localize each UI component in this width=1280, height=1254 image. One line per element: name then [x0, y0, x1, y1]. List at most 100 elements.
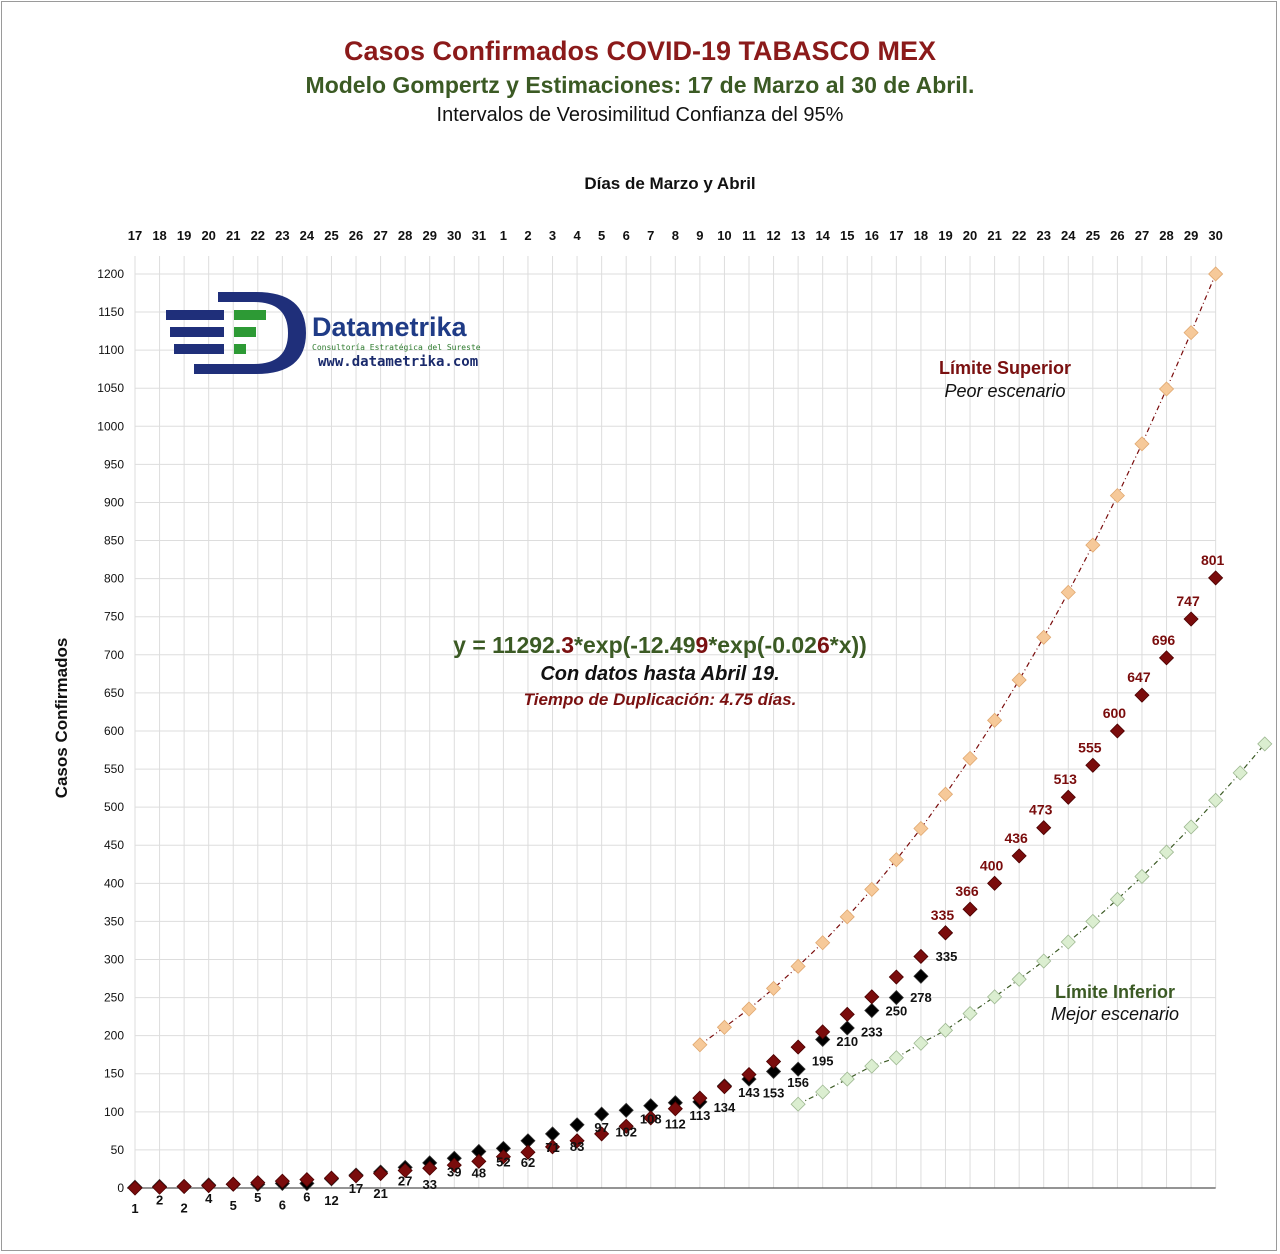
x-tick-label: 14	[815, 228, 830, 243]
x-tick-label: 4	[573, 228, 581, 243]
observed-point	[839, 1020, 855, 1036]
eq-part: *exp(-12.49	[574, 632, 696, 658]
x-tick-label: 16	[865, 228, 879, 243]
observed-data-label: 6	[279, 1197, 286, 1212]
lower-limit-point	[1208, 792, 1224, 808]
x-tick-label: 23	[275, 228, 289, 243]
upper-limit-point	[1109, 488, 1125, 504]
x-tick-label: 18	[914, 228, 928, 243]
observed-data-label: 62	[521, 1155, 535, 1170]
logo-d-icon	[166, 292, 306, 374]
model-point	[618, 1118, 634, 1134]
lower-limit-point	[815, 1084, 831, 1100]
observed-data-label: 335	[936, 949, 958, 964]
observed-data-label: 153	[763, 1085, 785, 1100]
upper-limit-title: Límite Superior	[938, 358, 1072, 378]
model-point	[323, 1170, 340, 1186]
model-equation: y = 11292.3*exp(-12.499*exp(-0.026*x))	[380, 632, 940, 659]
y-tick-label: 600	[104, 724, 124, 738]
model-data-label: 436	[1004, 830, 1028, 846]
model-point	[1036, 820, 1052, 836]
model-point	[1085, 757, 1101, 773]
model-point	[962, 901, 978, 917]
lower-limit-point	[987, 989, 1003, 1005]
model-point	[888, 969, 904, 985]
observed-data-label: 52	[496, 1154, 510, 1169]
y-tick-label: 550	[104, 762, 124, 776]
doubling-time-note: Tiempo de Duplicación: 4.75 días.	[523, 690, 797, 709]
observed-data-label: 27	[398, 1173, 412, 1188]
model-data-label: 400	[980, 857, 1004, 873]
y-tick-label: 450	[104, 838, 124, 852]
model-point	[1183, 611, 1199, 627]
observed-data-label: 97	[594, 1120, 608, 1135]
lower-limit-point	[888, 1050, 904, 1066]
x-tick-label: 19	[177, 228, 191, 243]
x-tick-label: 17	[889, 228, 903, 243]
y-tick-label: 300	[104, 952, 124, 966]
upper-limit-point	[1060, 584, 1076, 600]
lower-limit-point	[962, 1006, 978, 1022]
lower-limit-point	[1085, 913, 1101, 929]
chart-subtitle: Modelo Gompertz y Estimaciones: 17 de Ma…	[305, 72, 975, 98]
model-data-label: 696	[1152, 632, 1176, 648]
model-point	[201, 1178, 217, 1194]
model-point	[373, 1165, 389, 1182]
model-point	[471, 1153, 487, 1169]
model-point	[127, 1180, 143, 1196]
observed-data-label: 113	[689, 1108, 710, 1123]
datametrika-logo: Datametrika Consultoría Estratégica del …	[160, 286, 490, 382]
eq-part: *exp(-0.02	[708, 632, 817, 658]
observed-point	[913, 968, 929, 984]
x-tick-label: 20	[963, 228, 977, 243]
observed-point	[790, 1061, 806, 1077]
upper-limit-point	[765, 980, 782, 997]
x-tick-label: 28	[1159, 228, 1173, 243]
model-point	[765, 1053, 782, 1070]
lower-limit-point	[790, 1096, 806, 1112]
x-tick-label: 8	[672, 228, 679, 243]
x-tick-label: 23	[1036, 228, 1050, 243]
upper-limit-point	[1208, 266, 1224, 282]
y-tick-label: 800	[104, 572, 124, 586]
model-data-label: 555	[1078, 739, 1102, 755]
lower-limit-point	[937, 1022, 954, 1038]
y-tick-label: 1100	[98, 343, 124, 357]
y-tick-label: 1050	[97, 381, 124, 395]
y-tick-label: 400	[104, 876, 124, 890]
model-data-label: 335	[931, 907, 955, 923]
model-point	[151, 1179, 168, 1195]
observed-data-label: 102	[615, 1124, 637, 1139]
upper-limit-point	[1085, 537, 1101, 553]
observed-point	[888, 990, 904, 1006]
x-tick-label: 29	[422, 228, 436, 243]
model-point	[1109, 723, 1125, 739]
model-point	[348, 1168, 364, 1184]
observed-data-label: 5	[230, 1198, 237, 1213]
logo-url: www.datametrika.com	[318, 354, 479, 370]
y-tick-label: 950	[104, 457, 124, 471]
y-tick-label: 700	[104, 648, 124, 662]
chart-note: Intervalos de Verosimilitud Confianza de…	[436, 104, 844, 126]
eq-part: y = 11292.	[453, 632, 562, 658]
model-point	[790, 1039, 806, 1055]
x-tick-label: 13	[791, 228, 805, 243]
x-tick-label: 12	[766, 228, 780, 243]
model-point	[937, 925, 954, 941]
y-tick-label: 900	[104, 495, 124, 509]
observed-data-label: 5	[254, 1190, 261, 1205]
observed-data-label: 83	[570, 1139, 584, 1154]
lower-limit-title: Límite Inferior	[1054, 982, 1175, 1002]
model-point	[274, 1173, 290, 1189]
model-point	[741, 1066, 757, 1083]
upper-limit-subtitle: Peor escenario	[944, 381, 1066, 401]
lower-limit-point	[1257, 736, 1273, 752]
model-point	[1158, 650, 1175, 666]
y-tick-label: 0	[117, 1181, 124, 1195]
upper-limit-point	[987, 712, 1003, 728]
upper-limit-point	[913, 820, 929, 837]
observed-data-label: 17	[349, 1181, 363, 1196]
x-tick-label: 3	[549, 228, 556, 243]
model-point	[176, 1178, 192, 1195]
upper-limit-point	[1011, 672, 1027, 688]
